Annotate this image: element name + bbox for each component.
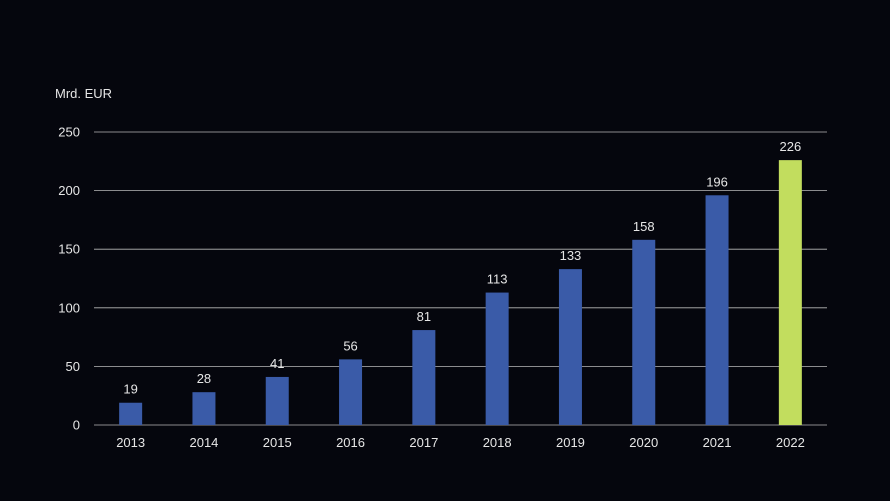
y-tick-label: 0 bbox=[73, 418, 80, 433]
data-label-2014: 28 bbox=[197, 371, 211, 386]
data-label-2019: 133 bbox=[560, 248, 582, 263]
x-tick-label-2020: 2020 bbox=[629, 435, 658, 450]
bar-2016 bbox=[339, 359, 363, 425]
data-label-2022: 226 bbox=[779, 139, 801, 154]
y-tick-label: 250 bbox=[58, 125, 80, 140]
x-tick-label-2022: 2022 bbox=[776, 435, 805, 450]
x-tick-label-2017: 2017 bbox=[409, 435, 438, 450]
data-label-2016: 56 bbox=[343, 338, 357, 353]
bar-2018 bbox=[485, 292, 509, 425]
data-label-2013: 19 bbox=[123, 382, 137, 397]
x-tick-label-2015: 2015 bbox=[263, 435, 292, 450]
bar-2013 bbox=[119, 402, 143, 425]
bar-2020 bbox=[632, 239, 656, 425]
data-labels: 19 28 41 56 81 113 133 158 196 226 bbox=[123, 139, 801, 397]
x-tick-label-2021: 2021 bbox=[703, 435, 732, 450]
data-label-2018: 113 bbox=[487, 272, 508, 287]
y-axis-unit-label: Mrd. EUR bbox=[55, 86, 112, 101]
x-tick-label-2016: 2016 bbox=[336, 435, 365, 450]
bar-2017 bbox=[412, 330, 436, 425]
x-tick-label-2013: 2013 bbox=[116, 435, 145, 450]
x-tick-label-2018: 2018 bbox=[483, 435, 512, 450]
bars bbox=[119, 160, 802, 426]
y-axis-ticks: 0 50 100 150 200 250 bbox=[58, 125, 80, 433]
data-label-2015: 41 bbox=[270, 356, 284, 371]
y-tick-label: 50 bbox=[66, 359, 80, 374]
y-tick-label: 100 bbox=[58, 300, 80, 315]
data-label-2017: 81 bbox=[417, 309, 431, 324]
data-label-2021: 196 bbox=[706, 174, 728, 189]
x-tick-label-2019: 2019 bbox=[556, 435, 585, 450]
bar-2015 bbox=[265, 376, 289, 425]
bar-2022 bbox=[778, 160, 802, 426]
bar-2021 bbox=[705, 195, 729, 425]
x-tick-label-2014: 2014 bbox=[189, 435, 218, 450]
bar-2019 bbox=[558, 269, 582, 425]
y-tick-label: 200 bbox=[58, 183, 80, 198]
data-label-2020: 158 bbox=[633, 219, 655, 234]
gridlines bbox=[94, 131, 827, 426]
bar-2014 bbox=[192, 392, 216, 425]
x-axis-ticks: 2013 2014 2015 2016 2017 2018 2019 2020 2021 2022 bbox=[116, 435, 805, 450]
y-tick-label: 150 bbox=[58, 242, 80, 257]
